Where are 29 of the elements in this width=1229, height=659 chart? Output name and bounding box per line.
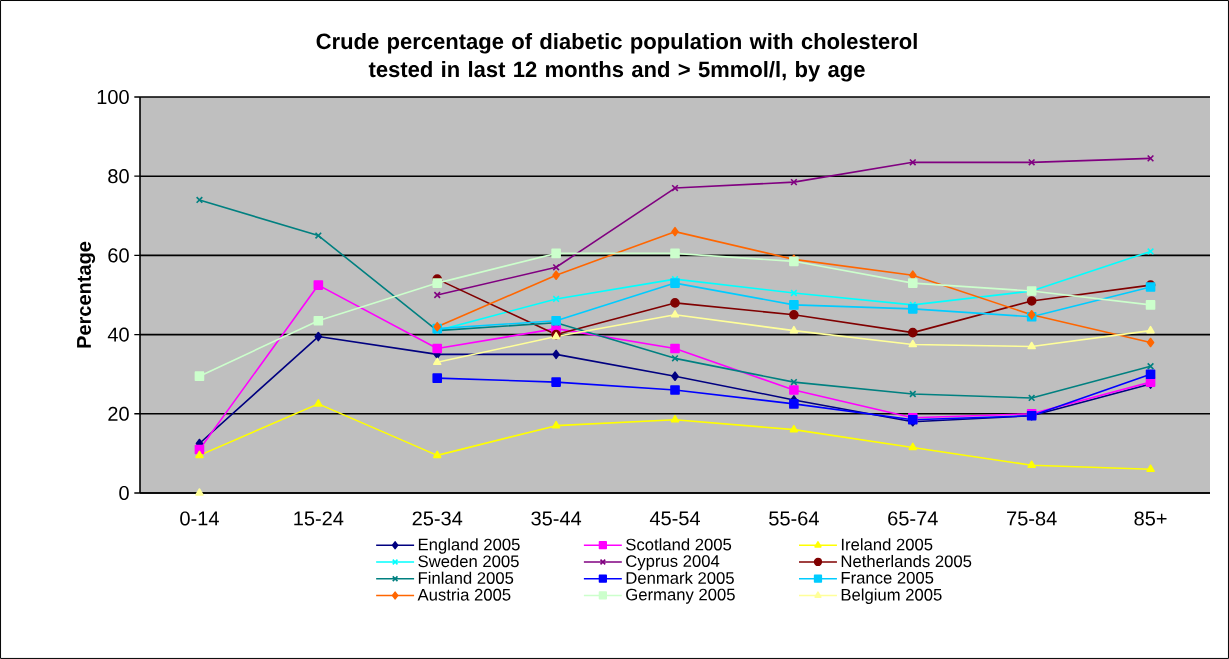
legend-label: Belgium 2005 <box>841 588 942 604</box>
y-tick-label: 60 <box>108 248 129 263</box>
legend-label: Ireland 2005 <box>841 538 933 551</box>
legend-label: Denmark 2005 <box>626 571 734 584</box>
legend-label: Scotland 2005 <box>626 538 732 551</box>
x-tick-label: 35-44 <box>531 511 582 526</box>
x-tick-label: 45-54 <box>649 511 700 526</box>
y-tick-label: 80 <box>108 169 129 184</box>
x-tick-label: 75-84 <box>1007 511 1057 526</box>
legend-label: Austria 2005 <box>417 588 511 601</box>
x-tick-label: 15-24 <box>294 511 344 526</box>
legend-label: Netherlands 2005 <box>841 554 972 568</box>
x-tick-label: 55-64 <box>769 511 819 526</box>
x-tick-label: 85+ <box>1134 511 1167 526</box>
legend-label: Finland 2005 <box>418 571 514 584</box>
chart-title: Crude percentage of diabetic population with cholesterol tested in last 12 months and > 5mmol/l, by age <box>316 33 917 82</box>
x-tick-label: 25-34 <box>412 511 463 526</box>
y-axis-title: Percentage <box>77 241 96 348</box>
y-tick-label: 40 <box>107 327 129 342</box>
y-tick-label: 0 <box>119 485 129 501</box>
legend-label: Sweden 2005 <box>418 554 519 568</box>
y-tick-label: 20 <box>108 406 129 421</box>
legend-label: Germany 2005 <box>626 588 735 604</box>
y-tick-label: 100 <box>97 89 129 105</box>
x-tick-label: 0-14 <box>180 511 219 526</box>
x-tick-label: 65-74 <box>888 511 938 526</box>
legend-label: France 2005 <box>841 571 934 584</box>
legend-label: England 2005 <box>418 538 520 554</box>
legend-label: Cyprus 2004 <box>626 555 720 571</box>
